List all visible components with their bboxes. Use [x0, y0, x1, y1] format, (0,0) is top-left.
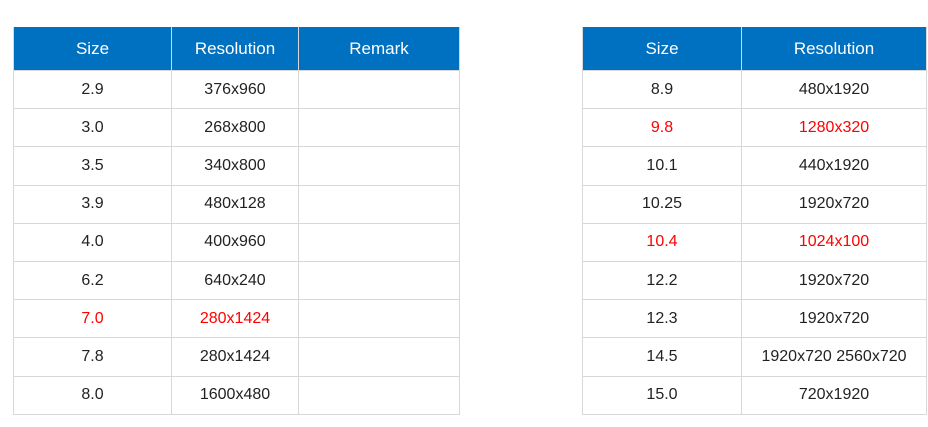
- cell-resolution: 1280x320: [741, 108, 927, 148]
- cell-remark: [298, 184, 460, 224]
- cell-resolution: 1600x480: [171, 375, 299, 415]
- header-row: Size Resolution Remark: [13, 27, 460, 71]
- cell-size: 10.1: [582, 146, 742, 186]
- cell-size: 14.5: [582, 337, 742, 377]
- table-row: 3.9 480x128: [13, 184, 460, 224]
- header-resolution: Resolution: [741, 27, 927, 71]
- cell-size: 3.9: [13, 184, 172, 224]
- table-row: 8.0 1600x480: [13, 375, 460, 415]
- table-row: 14.5 1920x720 2560x720: [582, 337, 927, 377]
- cell-size: 7.0: [13, 299, 172, 339]
- header-size: Size: [582, 27, 742, 71]
- table-row: 4.0 400x960: [13, 222, 460, 262]
- cell-size: 15.0: [582, 375, 742, 415]
- cell-size: 8.0: [13, 375, 172, 415]
- cell-resolution: 340x800: [171, 146, 299, 186]
- resolution-table-right: Size Resolution 8.9 480x1920 9.8 1280x320 10…: [582, 27, 927, 415]
- cell-size: 10.25: [582, 184, 742, 224]
- cell-resolution: 400x960: [171, 222, 299, 262]
- cell-size: 3.5: [13, 146, 172, 186]
- table-row: 7.8 280x1424: [13, 337, 460, 377]
- table-row: 7.0 280x1424: [13, 299, 460, 339]
- table-row: 10.25 1920x720: [582, 184, 927, 224]
- header-size: Size: [13, 27, 172, 71]
- table-row: 12.3 1920x720: [582, 299, 927, 339]
- header-row: Size Resolution: [582, 27, 927, 71]
- table-row: 3.5 340x800: [13, 146, 460, 186]
- table-row: 15.0 720x1920: [582, 375, 927, 415]
- cell-size: 12.2: [582, 260, 742, 301]
- cell-remark: [298, 260, 460, 301]
- cell-remark: [298, 108, 460, 148]
- table-row: 3.0 268x800: [13, 108, 460, 148]
- table-row: 12.2 1920x720: [582, 260, 927, 301]
- table-row: 10.4 1024x100: [582, 222, 927, 262]
- cell-resolution: 640x240: [171, 260, 299, 301]
- cell-remark: [298, 375, 460, 415]
- cell-resolution: 1920x720 2560x720: [741, 337, 927, 377]
- cell-resolution: 268x800: [171, 108, 299, 148]
- cell-resolution: 1024x100: [741, 222, 927, 262]
- cell-resolution: 280x1424: [171, 299, 299, 339]
- cell-remark: [298, 299, 460, 339]
- cell-resolution: 480x128: [171, 184, 299, 224]
- header-resolution: Resolution: [171, 27, 299, 71]
- cell-resolution: 1920x720: [741, 299, 927, 339]
- cell-size: 7.8: [13, 337, 172, 377]
- cell-size: 4.0: [13, 222, 172, 262]
- cell-remark: [298, 222, 460, 262]
- cell-resolution: 480x1920: [741, 69, 927, 110]
- cell-size: 3.0: [13, 108, 172, 148]
- table-row: 8.9 480x1920: [582, 69, 927, 110]
- cell-resolution: 376x960: [171, 69, 299, 110]
- resolution-table-left: Size Resolution Remark 2.9 376x960 3.0 268x…: [13, 27, 460, 415]
- table-row: 2.9 376x960: [13, 69, 460, 110]
- cell-remark: [298, 337, 460, 377]
- cell-resolution: 1920x720: [741, 260, 927, 301]
- cell-resolution: 720x1920: [741, 375, 927, 415]
- cell-size: 10.4: [582, 222, 742, 262]
- cell-size: 6.2: [13, 260, 172, 301]
- table-row: 9.8 1280x320: [582, 108, 927, 148]
- cell-resolution: 280x1424: [171, 337, 299, 377]
- header-remark: Remark: [298, 27, 460, 71]
- cell-size: 9.8: [582, 108, 742, 148]
- cell-remark: [298, 69, 460, 110]
- cell-size: 2.9: [13, 69, 172, 110]
- cell-resolution: 440x1920: [741, 146, 927, 186]
- cell-size: 8.9: [582, 69, 742, 110]
- cell-size: 12.3: [582, 299, 742, 339]
- table-row: 6.2 640x240: [13, 260, 460, 301]
- cell-resolution: 1920x720: [741, 184, 927, 224]
- cell-remark: [298, 146, 460, 186]
- table-row: 10.1 440x1920: [582, 146, 927, 186]
